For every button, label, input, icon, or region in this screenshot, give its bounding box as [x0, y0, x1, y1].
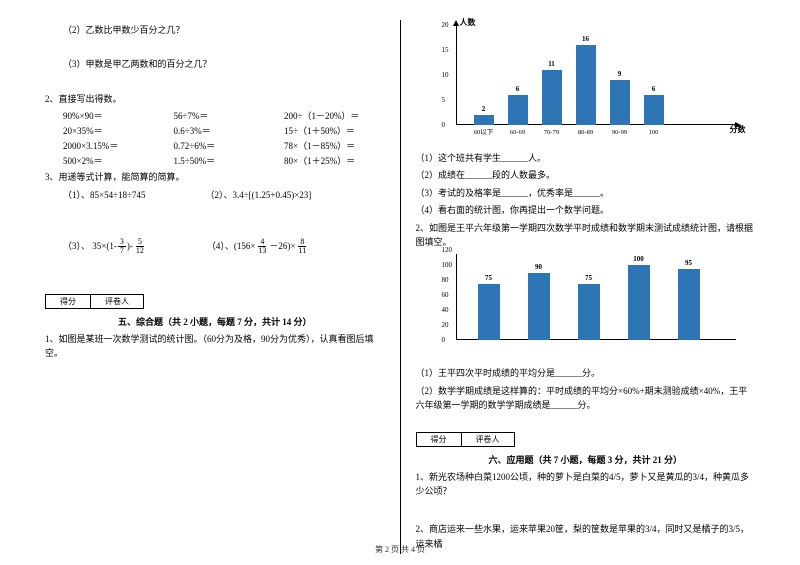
den: 13 [256, 247, 268, 255]
arrow-y [453, 20, 459, 26]
frac: 512 [134, 238, 146, 255]
q3-1: （1）、85×54÷18÷745 [63, 188, 145, 202]
c2-q2: （2）数学学期成绩是这样算的：平时成绩的平均分×60%+期末测验成绩×40%，王… [416, 384, 756, 413]
right-column: 人数 分数 260以下660-691170-791680-89990-99610… [401, 20, 771, 554]
c: 90%×90＝ [63, 109, 164, 122]
score-label: 得分 [416, 432, 462, 447]
c: 0.6÷3%＝ [174, 124, 275, 137]
bars: 260以下660-691170-791680-89990-996100 [456, 45, 664, 125]
t: （4）、(156× [207, 239, 256, 253]
two-column-layout: （2）乙数比甲数少百分之几？ （3）甲数是甲乙两数和的百分之几？ 2、直接写出得… [30, 20, 770, 554]
c: 20×35%＝ [63, 124, 164, 137]
c: 200÷（1－20%）＝ [284, 109, 385, 122]
c: 56÷7%＝ [174, 109, 275, 122]
grader-label: 评卷人 [91, 294, 144, 309]
c1-q3: （3）考试的及格率是______，优秀率是______。 [416, 186, 756, 200]
frac: 811 [296, 238, 308, 255]
grader-label: 评卷人 [462, 432, 515, 447]
c: 500×2%＝ [63, 154, 164, 167]
chart-2: 75907510095 020406080100120 [456, 254, 746, 358]
page-footer: 第 2 页 共 4 页 [0, 544, 800, 555]
q3-4: （4）、(156× 413 －26)× 811 [207, 238, 309, 255]
frac: 37 [118, 238, 126, 255]
left-column: （2）乙数比甲数少百分之几？ （3）甲数是甲乙两数和的百分之几？ 2、直接写出得… [30, 20, 401, 554]
q2-title: 2、直接写出得数。 [45, 92, 385, 106]
section-6-header: 六、应用题（共 7 小题，每题 3 分，共计 21 分） [416, 453, 756, 466]
score-label: 得分 [45, 294, 91, 309]
x-label: 分数 [730, 124, 746, 135]
c: 80×（1＋25%）＝ [284, 154, 385, 167]
q2: 2、如图是王平六年级第一学期四次数学平时成绩和数学期末测试成绩统计图，请根据图填… [416, 221, 756, 250]
c: 15÷（1＋50%）＝ [284, 124, 385, 137]
den: 12 [134, 247, 146, 255]
y-label: 人数 [460, 17, 476, 28]
q3-row1: （1）、85×54÷18÷745 （2）、3.4÷[(1.25+0.45)×23… [63, 188, 385, 202]
q3-row2: （3）、 35×(1- 37 )- 512 （4）、(156× 413 －26)… [63, 238, 385, 255]
q3-3: （3）、 35×(1- 37 )- 512 [63, 238, 147, 255]
c1-q2: （2）成绩在______段的人数最多。 [416, 168, 756, 182]
q1-2: （2）乙数比甲数少百分之几？ [63, 23, 385, 37]
c1-q1: （1）这个班共有学生______人。 [416, 151, 756, 165]
q3-2: （2）、3.4÷[(1.25+0.45)×23] [205, 188, 311, 202]
chart-1: 人数 分数 260以下660-691170-791680-89990-99610… [456, 25, 746, 143]
c: 2000×3.15%＝ [63, 139, 164, 152]
q3-title: 3、用递等式计算，能简算的简算。 [45, 170, 385, 184]
c2-q1: （1）王平四次平时成绩的平均分是______分。 [416, 366, 756, 380]
section-5-header: 五、综合题（共 2 小题，每题 7 分，共计 14 分） [45, 315, 385, 328]
den: 7 [118, 247, 126, 255]
t: （3）、 35×(1- [63, 239, 117, 253]
c: 0.72÷6%＝ [174, 139, 275, 152]
frac: 413 [256, 238, 268, 255]
q5-1: 1、如图是某班一次数学测试的统计图。（60分为及格，90分为优秀），认真看图后填… [45, 332, 385, 361]
bars: 75907510095 [456, 265, 700, 340]
q6-1: 1、新光农场种白菜1200公顷，种的萝卜是白菜的4/5，萝卜又是黄瓜的3/4，种… [416, 470, 756, 499]
c: 78×（1－85%）＝ [284, 139, 385, 152]
score-box: 得分评卷人 [45, 294, 144, 309]
score-box: 得分评卷人 [416, 432, 515, 447]
t: －26)× [269, 239, 295, 253]
t: )- [127, 239, 133, 253]
den: 11 [296, 247, 308, 255]
c1-q4: （4）看右面的统计图，你再提出一个数学问题。 [416, 203, 756, 217]
c: 1.5÷50%＝ [174, 154, 275, 167]
calc-grid: 90%×90＝ 56÷7%＝ 200÷（1－20%）＝ 20×35%＝ 0.6÷… [63, 109, 385, 167]
q1-3: （3）甲数是甲乙两数和的百分之几？ [63, 57, 385, 71]
